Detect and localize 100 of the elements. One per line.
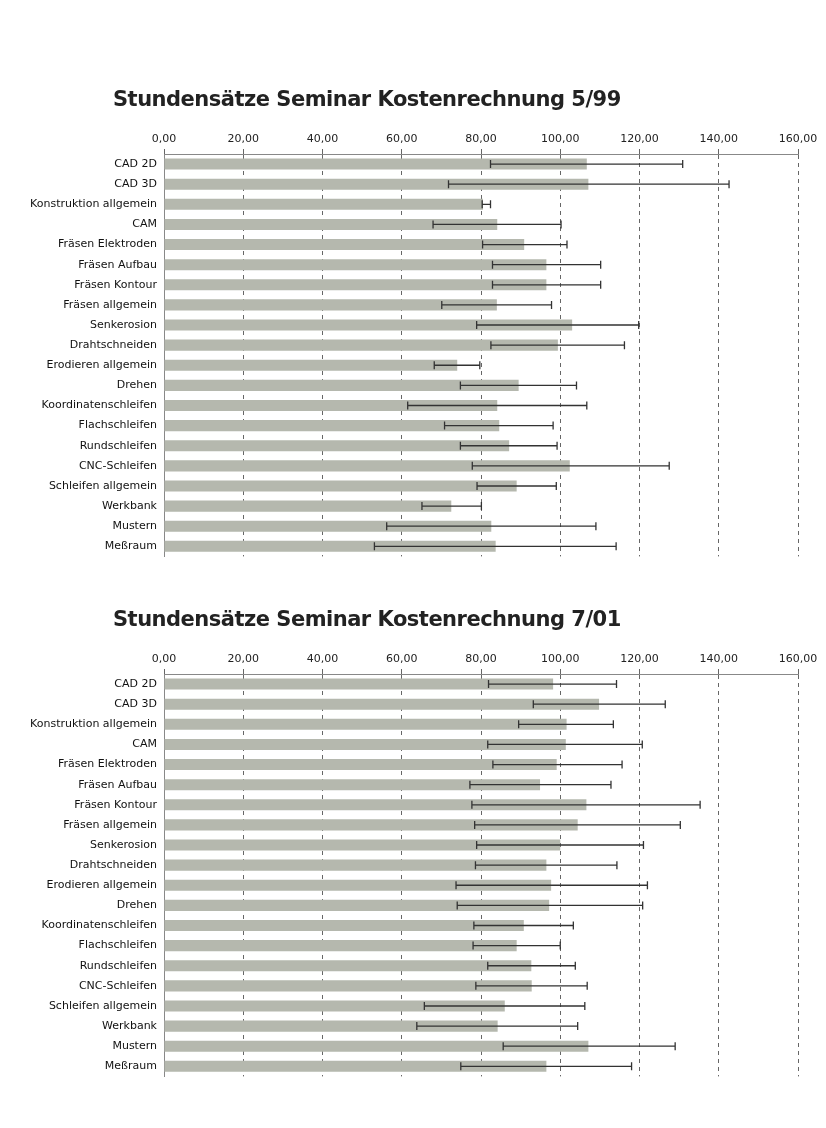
bar — [164, 919, 524, 932]
x-tick-label: 60,00 — [386, 132, 418, 146]
y-tick-label: Rundschleifen — [79, 438, 158, 452]
bar — [164, 759, 557, 771]
bar — [164, 319, 573, 331]
bar — [164, 239, 525, 251]
bar — [164, 1000, 505, 1012]
bar — [164, 359, 458, 371]
y-tick-label: Fräsen Kontour — [74, 277, 158, 291]
y-tick-label: Schleifen allgemein — [48, 998, 158, 1012]
x-tick-label: 20,00 — [227, 132, 259, 146]
y-tick-label: Koordinatenschleifen — [41, 398, 158, 412]
bar — [164, 178, 589, 190]
x-tick-label: 80,00 — [465, 132, 497, 146]
y-tick-label: CNC-Schleifen — [78, 978, 158, 992]
x-tick-label: 140,00 — [699, 132, 738, 146]
bar — [164, 819, 578, 831]
y-tick-label: Senkerosion — [90, 317, 158, 331]
x-tick-label: 160,00 — [778, 652, 818, 666]
bar — [164, 540, 496, 552]
x-tick-label: 80,00 — [465, 652, 497, 666]
y-tick-label: Meßraum — [104, 539, 157, 553]
y-tick-label: Drahtschneiden — [69, 858, 158, 871]
bar — [164, 940, 517, 952]
chart-title: Stundensätze Seminar Kostenrechnung 7/01 — [112, 606, 622, 633]
x-tick-label: 100,00 — [541, 132, 580, 146]
bar — [164, 899, 550, 911]
x-tick-label: 100,00 — [541, 652, 580, 666]
bar — [164, 859, 547, 871]
y-tick-label: Konstruktion allgemein — [30, 197, 158, 211]
x-tick-label: 60,00 — [386, 652, 418, 666]
y-tick-label: CAM — [132, 217, 157, 231]
bar — [164, 839, 561, 851]
x-tick-label: 120,00 — [620, 652, 659, 666]
y-tick-label: CAM — [132, 737, 157, 751]
y-tick-label: Drahtschneiden — [69, 338, 158, 351]
y-tick-label: Koordinatenschleifen — [41, 918, 158, 932]
x-tick-label: 0,00 — [151, 652, 177, 666]
y-tick-label: CAD 2D — [114, 676, 157, 690]
y-tick-label: Meßraum — [104, 1059, 157, 1073]
y-tick-label: CNC-Schleifen — [78, 458, 158, 472]
x-tick-label: 160,00 — [778, 132, 818, 146]
bar — [164, 299, 497, 311]
y-tick-label: Konstruktion allgemein — [30, 717, 158, 731]
bar — [164, 379, 519, 391]
bar — [164, 399, 498, 412]
y-tick-label: CAD 3D — [114, 177, 157, 191]
bar — [164, 440, 510, 452]
bar — [164, 420, 500, 432]
y-tick-label: CAD 2D — [114, 156, 157, 170]
y-tick-label: Werkbank — [102, 498, 158, 512]
y-tick-label: Flachschleifen — [78, 938, 158, 952]
y-tick-label: Fräsen Kontour — [74, 797, 158, 811]
y-tick-label: Senkerosion — [90, 837, 158, 851]
y-tick-label: Werkbank — [102, 1018, 158, 1032]
y-tick-label: Schleifen allgemein — [48, 478, 158, 492]
x-tick-label: 0,00 — [151, 132, 177, 146]
x-tick-label: 120,00 — [620, 132, 659, 146]
y-tick-label: Fräsen Elektroden — [58, 237, 158, 251]
y-tick-label: Fräsen Elektroden — [58, 757, 158, 771]
y-tick-label: CAD 3D — [114, 697, 157, 711]
y-tick-label: Erodieren allgemein — [46, 878, 158, 892]
bar — [164, 460, 570, 472]
y-tick-label: Rundschleifen — [79, 958, 158, 972]
x-tick-label: 140,00 — [699, 652, 738, 666]
bar — [164, 1040, 589, 1052]
y-tick-label: Mustern — [112, 519, 158, 533]
y-tick-label: Fräsen allgemein — [63, 297, 158, 311]
x-tick-label: 40,00 — [306, 652, 339, 666]
bar — [164, 779, 541, 791]
bar — [164, 738, 566, 750]
x-tick-label: 40,00 — [306, 132, 339, 146]
bar — [164, 339, 558, 351]
bar — [164, 960, 532, 972]
bar — [164, 1060, 547, 1072]
y-tick-label: Fräsen allgemein — [63, 817, 158, 831]
y-tick-label: Drehen — [116, 898, 158, 912]
bar — [164, 698, 600, 710]
bar — [164, 198, 483, 210]
bar — [164, 480, 517, 492]
y-tick-label: Flachschleifen — [78, 418, 158, 432]
bar — [164, 980, 532, 992]
bar — [164, 799, 587, 811]
y-tick-label: Fräsen Aufbau — [78, 257, 157, 271]
bar — [164, 678, 554, 690]
bar — [164, 158, 587, 170]
y-tick-label: Erodieren allgemein — [46, 358, 158, 372]
y-tick-label: Mustern — [112, 1039, 158, 1053]
chart-title: Stundensätze Seminar Kostenrechnung 5/99 — [112, 86, 622, 113]
y-tick-label: Drehen — [116, 378, 158, 392]
x-tick-label: 20,00 — [227, 652, 259, 666]
bar — [164, 218, 498, 230]
bar — [164, 718, 567, 730]
bar — [164, 500, 452, 512]
bar — [164, 879, 552, 891]
bar — [164, 259, 547, 271]
bar — [164, 279, 547, 291]
y-tick-label: Fräsen Aufbau — [78, 777, 157, 791]
bar — [164, 520, 492, 532]
bar — [164, 1020, 498, 1032]
